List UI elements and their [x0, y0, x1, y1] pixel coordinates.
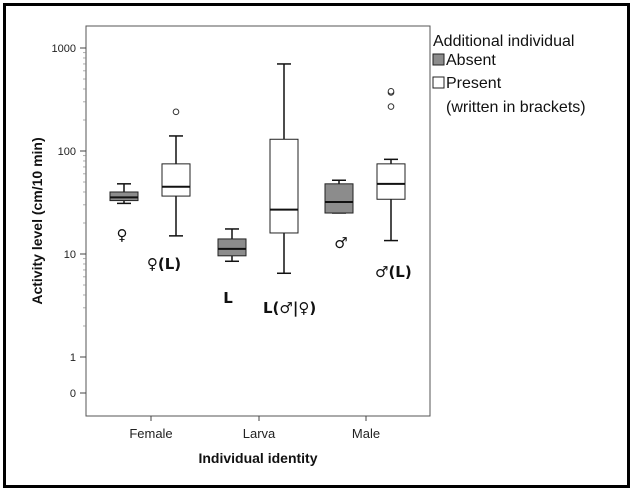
- plot-area: [85, 25, 431, 417]
- legend-title: Additional individual: [433, 33, 574, 50]
- annotations: ♀ ♀(L) L L(♂|♀) ♂ ♂(L): [117, 226, 412, 318]
- y-tick-label: 0: [70, 388, 76, 400]
- box: [269, 138, 299, 234]
- x-tick-label: Larva: [243, 426, 276, 441]
- box: [109, 191, 139, 202]
- y-tick-label: 10: [64, 249, 76, 261]
- legend: Additional individual Absent Present (wr…: [432, 33, 586, 116]
- legend-label-present: Present: [446, 75, 502, 92]
- box-annotation: L: [223, 289, 233, 307]
- legend-swatch-absent: [432, 53, 445, 66]
- y-axis-title: Activity level (cm/10 min): [29, 137, 45, 304]
- outlier-point: [387, 87, 395, 95]
- legend-note: (written in brackets): [446, 99, 586, 116]
- legend-swatch-present: [432, 76, 445, 89]
- box-annotation: L(♂|♀): [263, 299, 316, 318]
- box-annotation: ♀: [117, 226, 128, 244]
- x-tick-label: Male: [352, 426, 380, 441]
- box: [161, 163, 191, 197]
- y-tick-label: 1000: [52, 43, 76, 55]
- box-series: [109, 63, 406, 275]
- x-tick-label: Female: [129, 426, 172, 441]
- box-annotation: ♀(L): [147, 255, 181, 273]
- x-axis: Female Larva Male: [129, 416, 380, 441]
- box-annotation: ♂: [334, 234, 347, 252]
- y-axis: 0 1 10 100 1000: [52, 43, 86, 400]
- outlier-point: [172, 108, 180, 116]
- outlier-point: [387, 103, 395, 110]
- box: [324, 183, 354, 214]
- legend-label-absent: Absent: [446, 52, 496, 69]
- y-tick-label: 100: [58, 146, 76, 158]
- box: [376, 163, 406, 200]
- y-tick-label: 1: [70, 352, 76, 364]
- box-annotation: ♂(L): [375, 263, 412, 281]
- x-axis-title: Individual identity: [198, 450, 317, 466]
- box: [217, 238, 247, 257]
